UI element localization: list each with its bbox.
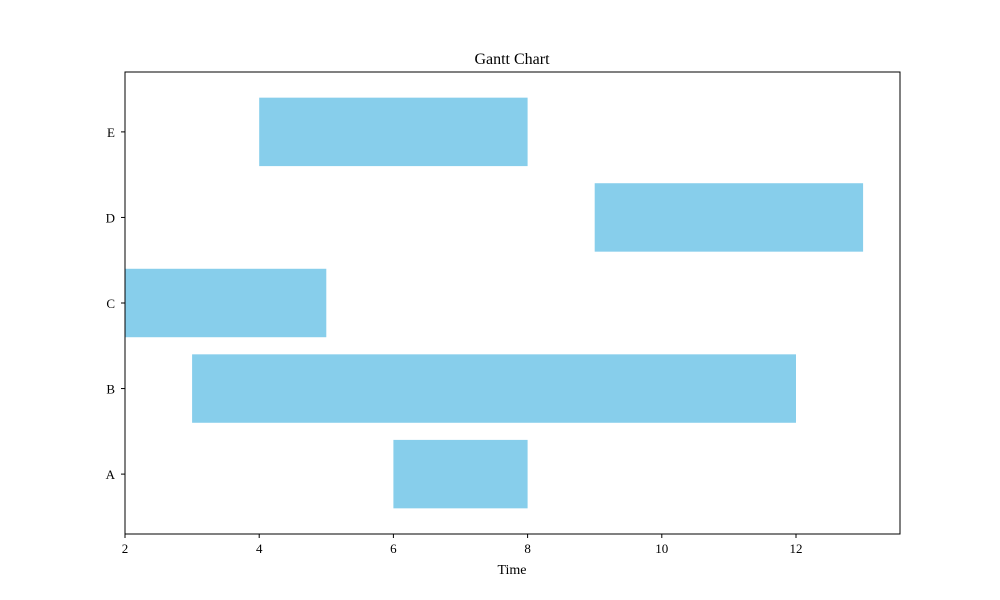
bar-task-c: [125, 268, 327, 338]
bars-group: [125, 97, 864, 509]
x-tick-label: 6: [390, 541, 397, 556]
y-tick-label: E: [107, 125, 115, 140]
bar-task-d: [594, 183, 864, 252]
bar-task-b: [192, 354, 796, 423]
x-tick-label: 2: [122, 541, 129, 556]
x-tick-label: 12: [789, 541, 802, 556]
x-axis-label: Time: [497, 563, 526, 578]
y-tick-label: C: [106, 296, 115, 311]
x-axis-ticks: 2 4 6 8 10 12: [122, 534, 802, 556]
bar-task-e: [259, 97, 528, 167]
y-axis-ticks: A B C D E: [106, 125, 125, 482]
bar-task-a: [393, 439, 528, 509]
x-tick-label: 4: [256, 541, 263, 556]
x-tick-label: 8: [524, 541, 531, 556]
x-tick-label: 10: [655, 541, 668, 556]
y-tick-label: A: [106, 467, 116, 482]
chart-title: Gantt Chart: [474, 51, 550, 68]
y-tick-label: B: [106, 382, 115, 397]
y-tick-label: D: [106, 210, 115, 225]
